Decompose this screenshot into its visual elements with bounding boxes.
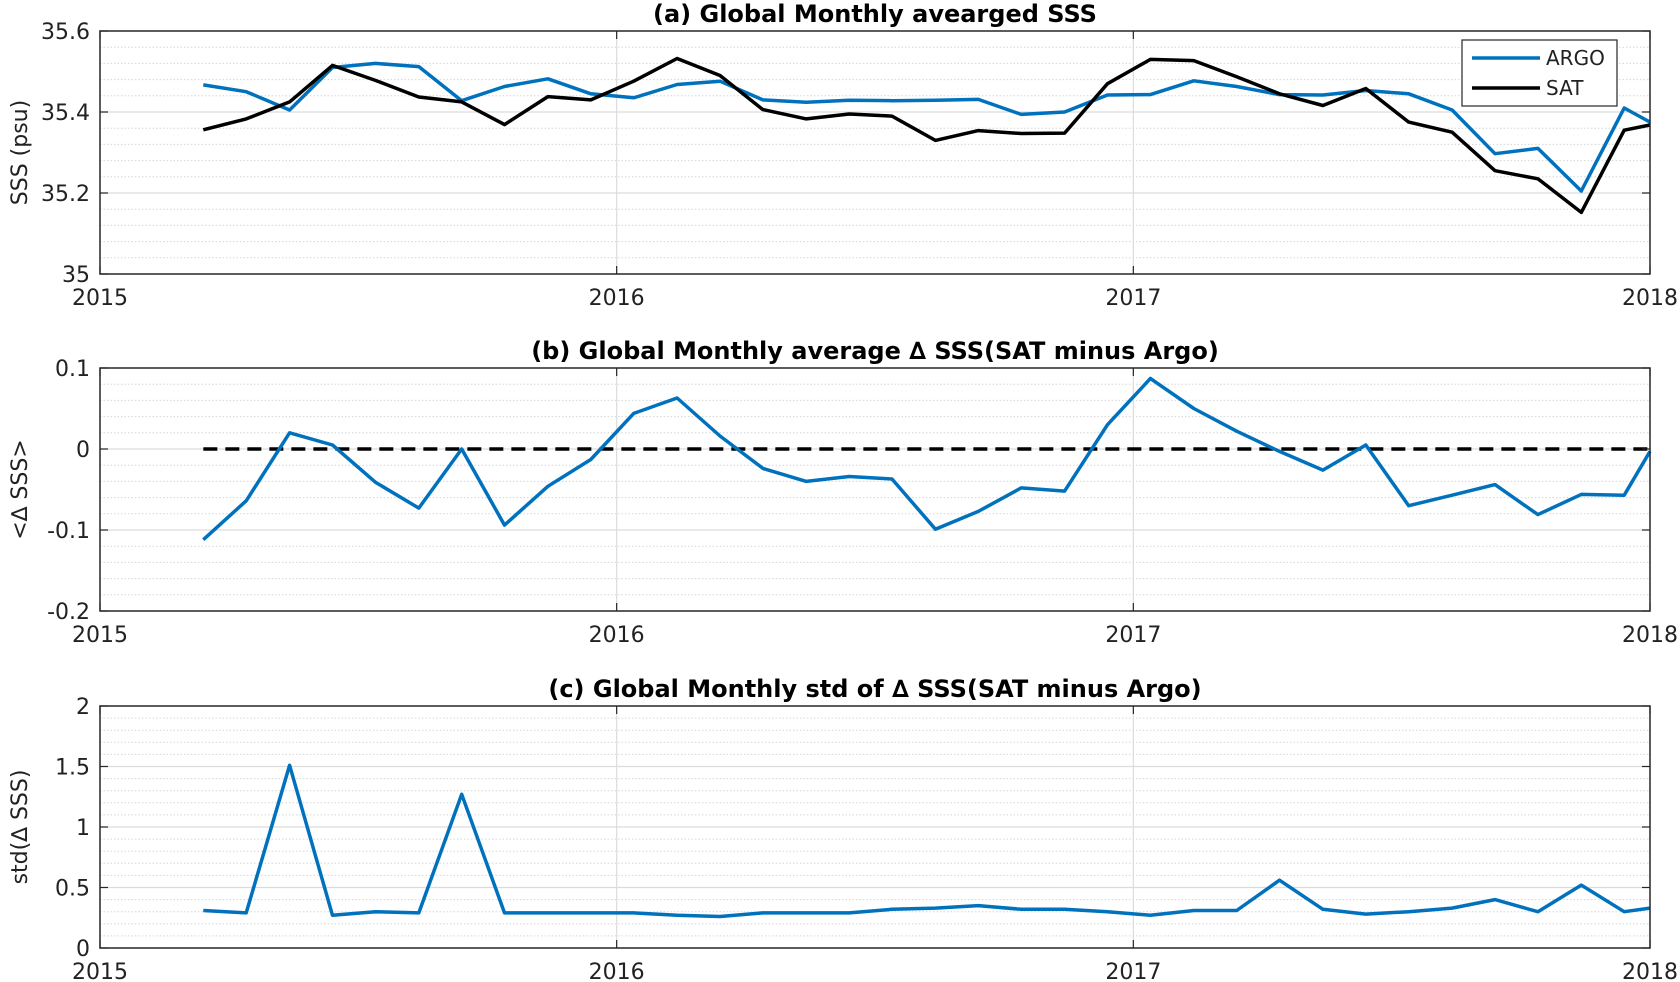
x-tick-label: 2018	[1622, 623, 1678, 648]
series-line-argo	[203, 61, 1651, 193]
x-tick-label: 2015	[72, 286, 128, 311]
series-line	[202, 376, 1652, 541]
x-tick-label: 2016	[589, 623, 645, 648]
y-tick-label: -0.1	[47, 519, 90, 544]
x-tick-label: 2016	[589, 286, 645, 311]
y-tick-label: 35.6	[41, 20, 90, 45]
y-tick-label: 2	[76, 695, 90, 720]
y-tick-label: 0.1	[55, 357, 90, 382]
plot-area	[100, 31, 1650, 274]
series-line	[203, 763, 1651, 919]
y-axis-label: std(∆ SSS)	[8, 770, 33, 885]
y-axis-label: SSS (psu)	[8, 100, 33, 205]
x-tick-label: 2017	[1105, 623, 1161, 648]
x-tick-label: 2017	[1105, 286, 1161, 311]
x-tick-label: 2015	[72, 960, 128, 982]
axes-box	[99, 30, 1651, 275]
panel-b-mean-delta-sss: -0.2 -0.1 0 0.1 2015 2016 2017 2018 <∆ SSS> (b) G…	[8, 337, 1678, 648]
y-tick-label: 35.2	[41, 182, 90, 207]
y-tick-label: 35	[62, 263, 90, 288]
legend-box	[1461, 39, 1618, 107]
panel-title: (c) Global Monthly std of ∆ SSS(SAT minu…	[548, 675, 1201, 703]
y-tick-label: 35.4	[41, 101, 90, 126]
legend-label-argo: ARGO	[1546, 46, 1605, 70]
plot-area	[100, 368, 1650, 611]
y-tick-label: 0.5	[55, 877, 90, 902]
y-tick-label: 0	[76, 438, 90, 463]
panel-title: (a) Global Monthly avearged SSS	[653, 0, 1097, 28]
legend-label-sat: SAT	[1546, 76, 1584, 100]
y-tick-label: -0.2	[47, 600, 90, 625]
series-line-sat	[202, 56, 1651, 215]
y-tick-label: 1.5	[55, 756, 90, 781]
panel-c-std-delta-sss: 0 0.5 1 1.5 2 2015 2016 2017 2018 std(∆ SSS) (c) G…	[8, 675, 1678, 982]
legend: ARGO SAT	[1461, 39, 1618, 107]
y-tick-label: 1	[76, 816, 90, 841]
x-tick-label: 2017	[1105, 960, 1161, 982]
panel-a-global-monthly-sss: 35 35.2 35.4 35.6 2015 2016 2017 2018 SSS (psu) (…	[8, 0, 1678, 311]
y-axis-label: <∆ SSS>	[8, 439, 33, 539]
x-tick-label: 2015	[72, 623, 128, 648]
x-tick-label: 2016	[589, 960, 645, 982]
x-tick-label: 2018	[1622, 960, 1678, 982]
panel-title: (b) Global Monthly average ∆ SSS(SAT min…	[531, 337, 1219, 365]
y-tick-label: 0	[76, 937, 90, 962]
axes-box	[99, 367, 1651, 612]
x-tick-label: 2018	[1622, 286, 1678, 311]
